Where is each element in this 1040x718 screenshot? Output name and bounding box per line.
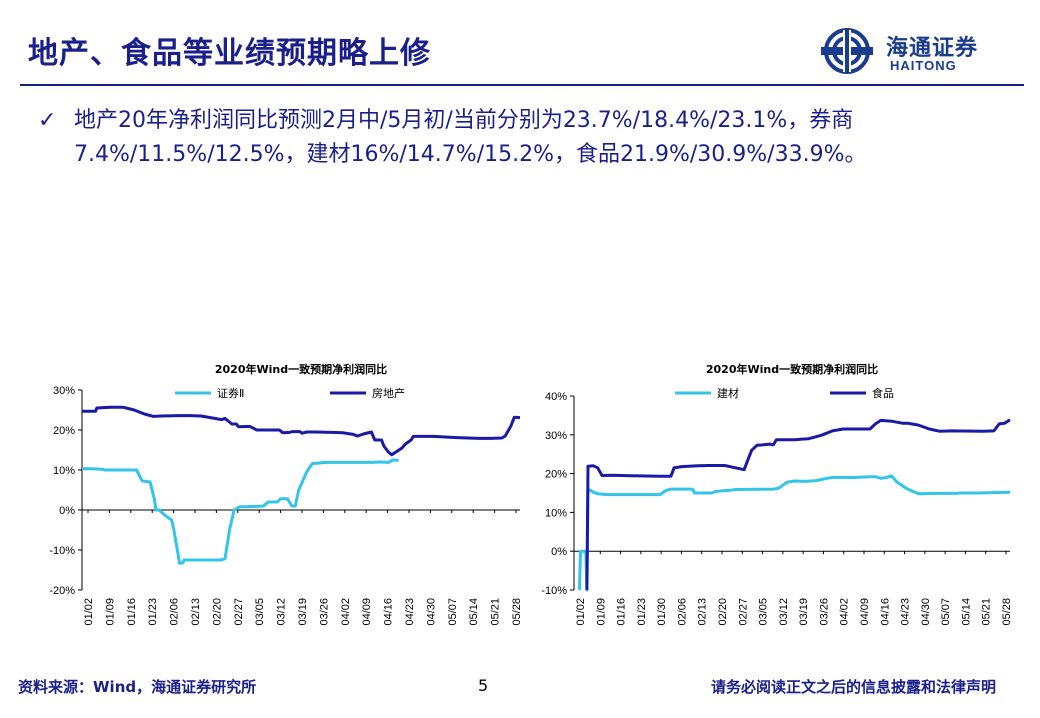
y-tick-label: 20% [545, 469, 567, 481]
x-tick-label: 03/26 [318, 598, 330, 626]
x-tick-label: 05/21 [981, 598, 993, 626]
page-title: 地产、食品等业绩预期略上修 [28, 36, 431, 71]
logo-en-text: HAITONG [890, 58, 957, 73]
y-tick-label: 0% [59, 505, 75, 517]
x-tick-label: 04/09 [859, 598, 871, 626]
x-tick-label: 04/02 [340, 598, 352, 626]
y-tick-label: 10% [545, 507, 567, 519]
x-tick-label: 05/14 [960, 598, 972, 626]
y-tick-label: 30% [53, 385, 75, 397]
x-tick-label: 02/27 [737, 598, 749, 626]
x-tick-label: 01/02 [575, 598, 587, 626]
x-tick-label: 03/19 [798, 598, 810, 626]
x-tick-label: 01/30 [656, 598, 668, 626]
x-tick-label: 04/23 [900, 598, 912, 626]
title-divider [20, 84, 1024, 86]
source-note: 资料来源：Wind，海通证券研究所 [18, 678, 257, 696]
x-tick-label: 02/13 [697, 598, 709, 626]
y-tick-label: 0% [551, 546, 567, 558]
legend-label: 证券Ⅱ [217, 386, 244, 400]
haitong-logo: 海通证券 HAITONG [818, 26, 1008, 76]
haitong-emblem-icon [821, 28, 873, 74]
x-tick-label: 02/20 [211, 598, 223, 626]
legend-label: 房地产 [372, 386, 405, 400]
x-tick-label: 02/27 [233, 598, 245, 626]
x-tick-label: 05/07 [447, 598, 459, 626]
x-tick-label: 03/05 [758, 598, 770, 626]
x-tick-label: 04/02 [839, 598, 851, 626]
y-tick-label: -20% [49, 585, 75, 597]
x-tick-label: 01/23 [636, 598, 648, 626]
x-tick-label: 02/06 [676, 598, 688, 626]
x-tick-label: 04/16 [383, 598, 395, 626]
x-tick-label: 04/30 [920, 598, 932, 626]
series-line [577, 474, 1011, 592]
series-line [82, 458, 399, 565]
x-tick-label: 03/12 [276, 598, 288, 626]
x-tick-label: 01/09 [104, 598, 116, 626]
y-tick-label: 10% [53, 465, 75, 477]
page-number: 5 [478, 676, 489, 695]
x-tick-label: 03/26 [818, 598, 830, 626]
x-tick-label: 01/09 [595, 598, 607, 626]
x-tick-label: 02/06 [169, 598, 181, 626]
logo-cn-text: 海通证券 [886, 35, 979, 61]
bullet-point: ✓ 地产20年净利润同比预测2月中/5月初/当前分别为23.7%/18.4%/2… [38, 104, 1010, 172]
x-tick-label: 02/13 [190, 598, 202, 626]
x-tick-label: 04/16 [879, 598, 891, 626]
x-tick-label: 03/19 [297, 598, 309, 626]
x-tick-label: 01/16 [126, 598, 138, 626]
x-tick-label: 02/20 [717, 598, 729, 626]
x-tick-label: 05/07 [940, 598, 952, 626]
disclaimer-note: 请务必阅读正文之后的信息披露和法律声明 [710, 678, 996, 696]
y-tick-label: -10% [541, 585, 567, 597]
x-tick-label: 01/16 [616, 598, 628, 626]
series-line [585, 418, 1011, 591]
chart-title: 2020年Wind一致预期净利润同比 [706, 362, 878, 376]
x-tick-label: 01/23 [147, 598, 159, 626]
chart-title: 2020年Wind一致预期净利润同比 [215, 362, 387, 376]
y-tick-label: 40% [545, 391, 567, 403]
x-tick-label: 04/09 [361, 598, 373, 626]
x-tick-label: 05/28 [1001, 598, 1013, 626]
y-tick-label: 30% [545, 430, 567, 442]
x-tick-label: 05/14 [468, 598, 480, 626]
series-line [82, 405, 521, 457]
legend-label: 食品 [872, 386, 894, 400]
checkmark-icon: ✓ [38, 108, 57, 133]
legend-label: 建材 [717, 386, 739, 400]
y-tick-label: -10% [49, 545, 75, 557]
bullet-text: 地产20年净利润同比预测2月中/5月初/当前分别为23.7%/18.4%/23.… [74, 108, 867, 167]
y-tick-label: 20% [53, 425, 75, 437]
x-tick-label: 01/02 [83, 598, 95, 626]
x-tick-label: 04/30 [425, 598, 437, 626]
x-tick-label: 04/23 [404, 598, 416, 626]
x-tick-label: 05/21 [490, 598, 502, 626]
x-tick-label: 03/05 [254, 598, 266, 626]
x-tick-label: 03/12 [778, 598, 790, 626]
x-tick-label: 05/28 [511, 598, 523, 626]
